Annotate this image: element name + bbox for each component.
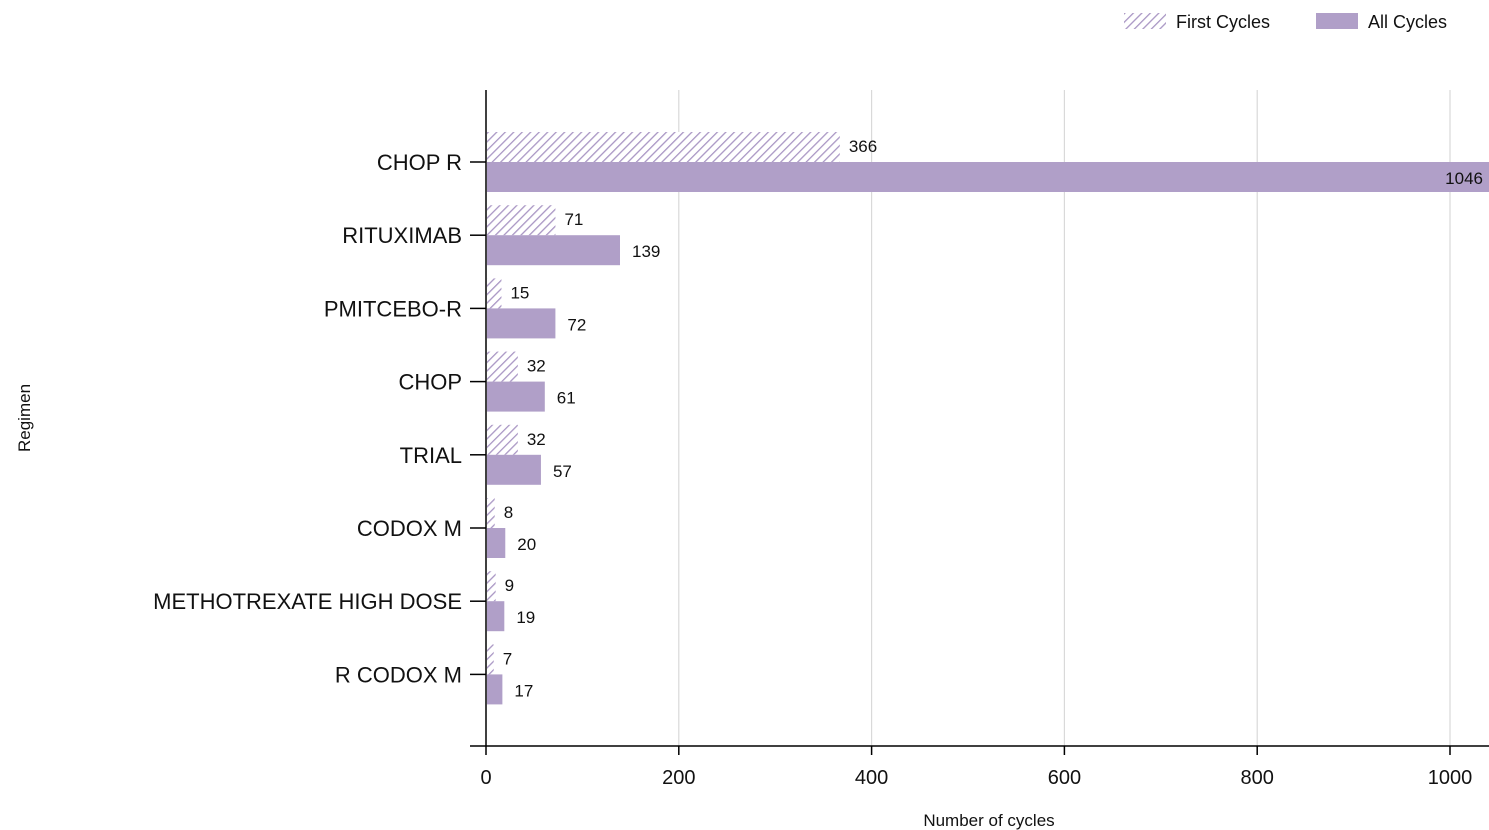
- x-tick-label-0: 0: [480, 767, 491, 789]
- y-tick-label-pmitcebo-r: PMITCEBO-R: [324, 296, 462, 321]
- value-label-first-cycles-r-codox-m: 7: [503, 649, 512, 668]
- legend-item-all-cycles[interactable]: All Cycles: [1316, 12, 1447, 32]
- bar-all-cycles-methotrexate-high-dose: [487, 601, 505, 632]
- value-label-first-cycles-codox-m: 8: [504, 503, 513, 522]
- value-label-first-cycles-pmitcebo-r: 15: [510, 283, 529, 302]
- value-label-first-cycles-trial: 32: [527, 430, 546, 449]
- value-label-first-cycles-rituximab: 71: [564, 210, 583, 229]
- y-tick-label-chop: CHOP: [398, 370, 462, 395]
- legend-swatch-all-cycles: [1316, 13, 1358, 29]
- bars: [487, 132, 1489, 705]
- bar-all-cycles-trial: [487, 454, 541, 485]
- x-tick-label-400: 400: [855, 767, 888, 789]
- x-tick-label-200: 200: [662, 767, 695, 789]
- x-axis-title: Number of cycles: [923, 811, 1054, 830]
- bar-first-cycles-trial: [487, 424, 518, 455]
- value-label-all-cycles-chop-r: 1046: [1445, 169, 1483, 188]
- bar-all-cycles-chop: [487, 381, 545, 412]
- bar-all-cycles-chop-r: [487, 162, 1489, 192]
- bar-first-cycles-r-codox-m: [487, 644, 494, 675]
- y-tick-label-methotrexate-high-dose: METHOTREXATE HIGH DOSE: [153, 589, 462, 614]
- value-label-all-cycles-rituximab: 139: [632, 242, 660, 261]
- value-label-all-cycles-chop: 61: [557, 389, 576, 408]
- bar-all-cycles-rituximab: [487, 235, 620, 266]
- y-tick-label-r-codox-m: R CODOX M: [335, 662, 462, 687]
- y-tick-label-rituximab: RITUXIMAB: [342, 223, 462, 248]
- value-label-all-cycles-pmitcebo-r: 72: [567, 315, 586, 334]
- bar-all-cycles-r-codox-m: [487, 674, 503, 705]
- bar-first-cycles-chop-r: [487, 132, 840, 162]
- legend-label-first-cycles: First Cycles: [1176, 12, 1270, 32]
- gridlines: [678, 90, 1451, 746]
- x-axis: 0 200 400 600 800 1000: [470, 745, 1489, 789]
- y-axis: CHOP R RITUXIMAB PMITCEBO-R CHOP TRIAL CODOX …: [153, 90, 487, 746]
- legend-swatch-first-cycles: [1124, 13, 1166, 29]
- value-label-first-cycles-chop: 32: [527, 357, 546, 376]
- legend-item-first-cycles[interactable]: First Cycles: [1124, 12, 1270, 32]
- bar-first-cycles-pmitcebo-r: [487, 278, 502, 309]
- bar-all-cycles-codox-m: [487, 528, 506, 558]
- bar-first-cycles-methotrexate-high-dose: [487, 571, 496, 602]
- x-tick-label-600: 600: [1048, 767, 1081, 789]
- value-label-all-cycles-methotrexate-high-dose: 19: [516, 608, 535, 627]
- bar-first-cycles-codox-m: [487, 498, 495, 528]
- y-tick-label-codox-m: CODOX M: [357, 516, 462, 541]
- value-label-all-cycles-r-codox-m: 17: [514, 681, 533, 700]
- x-tick-label-1000: 1000: [1428, 767, 1473, 789]
- value-label-first-cycles-chop-r: 366: [849, 137, 877, 156]
- value-labels: 366 1046 71 139 15 72 32 61 32 57 820 919 717: [503, 137, 1483, 700]
- y-tick-label-trial: TRIAL: [400, 443, 462, 468]
- x-tick-label-800: 800: [1241, 767, 1274, 789]
- bar-all-cycles-pmitcebo-r: [487, 308, 556, 339]
- y-tick-label-chop-r: CHOP R: [377, 150, 462, 175]
- value-label-all-cycles-codox-m: 20: [517, 535, 536, 554]
- legend-label-all-cycles: All Cycles: [1368, 12, 1447, 32]
- legend: First Cycles All Cycles: [1124, 12, 1447, 32]
- bar-first-cycles-chop: [487, 351, 518, 382]
- value-label-first-cycles-methotrexate-high-dose: 9: [505, 576, 514, 595]
- bar-first-cycles-rituximab: [487, 205, 556, 236]
- value-label-all-cycles-trial: 57: [553, 462, 572, 481]
- y-axis-title: Regimen: [15, 384, 34, 452]
